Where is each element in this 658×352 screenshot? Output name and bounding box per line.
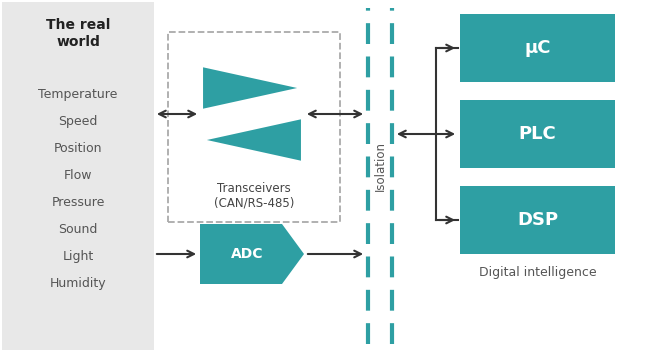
FancyBboxPatch shape — [2, 2, 154, 350]
Text: Sound: Sound — [59, 223, 97, 236]
Text: PLC: PLC — [519, 125, 557, 143]
Text: ADC: ADC — [231, 247, 263, 261]
Polygon shape — [202, 118, 302, 162]
Text: Speed: Speed — [59, 115, 97, 128]
Text: DSP: DSP — [517, 211, 558, 229]
Text: Temperature: Temperature — [38, 88, 118, 101]
FancyBboxPatch shape — [460, 100, 615, 168]
Text: Isolation: Isolation — [374, 141, 386, 191]
Text: The real
world: The real world — [46, 18, 110, 49]
Text: Transceivers
(CAN/RS-485): Transceivers (CAN/RS-485) — [214, 182, 294, 210]
Polygon shape — [202, 66, 302, 110]
Text: μC: μC — [524, 39, 551, 57]
Text: Humidity: Humidity — [50, 277, 107, 290]
Text: Pressure: Pressure — [51, 196, 105, 209]
Text: Flow: Flow — [64, 169, 92, 182]
FancyBboxPatch shape — [460, 14, 615, 82]
Polygon shape — [200, 224, 304, 284]
Text: Light: Light — [63, 250, 93, 263]
FancyBboxPatch shape — [460, 186, 615, 254]
Text: Position: Position — [54, 142, 102, 155]
Text: Digital intelligence: Digital intelligence — [478, 266, 596, 279]
